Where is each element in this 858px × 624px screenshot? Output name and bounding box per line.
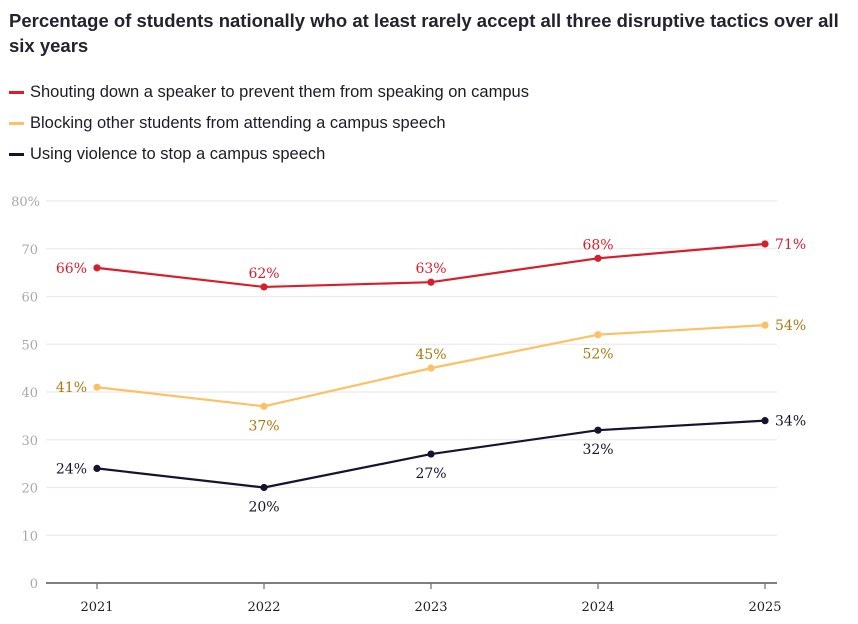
data-point bbox=[761, 321, 769, 329]
data-point bbox=[93, 264, 101, 272]
data-label: 27% bbox=[415, 466, 446, 482]
data-point bbox=[260, 402, 268, 410]
data-label: 68% bbox=[582, 237, 613, 253]
legend-label-violence: Using violence to stop a campus speech bbox=[30, 145, 326, 163]
legend-item-blocking: Blocking other students from attending a… bbox=[9, 108, 529, 139]
x-tick-label: 2025 bbox=[748, 600, 781, 615]
chart-title: Percentage of students nationally who at… bbox=[9, 10, 839, 56]
data-label: 63% bbox=[415, 261, 446, 277]
y-tick-label: 70 bbox=[21, 243, 38, 258]
data-label: 54% bbox=[775, 318, 806, 334]
data-label: 20% bbox=[248, 500, 279, 516]
data-label: 37% bbox=[248, 418, 279, 434]
legend-swatch-blocking bbox=[9, 122, 24, 125]
y-tick-label: 50 bbox=[21, 338, 38, 353]
legend-swatch-shouting bbox=[9, 91, 24, 94]
data-label: 52% bbox=[582, 347, 613, 363]
y-tick-label: 10 bbox=[21, 529, 38, 544]
data-point bbox=[761, 417, 769, 425]
x-tick-label: 2024 bbox=[581, 600, 614, 615]
y-tick-label: 0 bbox=[30, 577, 38, 592]
data-label: 41% bbox=[56, 380, 87, 396]
data-point bbox=[427, 364, 435, 372]
data-label: 66% bbox=[56, 261, 87, 277]
legend: Shouting down a speaker to prevent them … bbox=[9, 77, 529, 170]
y-tick-label: 40 bbox=[21, 386, 38, 401]
data-point bbox=[594, 426, 602, 434]
data-point bbox=[761, 240, 769, 248]
legend-item-violence: Using violence to stop a campus speech bbox=[9, 139, 529, 170]
data-point bbox=[427, 278, 435, 286]
legend-label-shouting: Shouting down a speaker to prevent them … bbox=[30, 83, 529, 101]
data-point bbox=[93, 464, 101, 472]
data-label: 24% bbox=[56, 461, 87, 477]
y-tick-label: 80% bbox=[11, 195, 40, 210]
legend-label-blocking: Blocking other students from attending a… bbox=[30, 114, 446, 132]
data-label: 62% bbox=[248, 266, 279, 282]
data-label: 32% bbox=[582, 442, 613, 458]
data-label: 45% bbox=[415, 347, 446, 363]
data-point bbox=[594, 254, 602, 262]
data-point bbox=[260, 483, 268, 492]
x-tick-label: 2022 bbox=[247, 600, 280, 615]
data-point bbox=[260, 283, 268, 291]
data-point bbox=[427, 450, 435, 458]
y-tick-label: 60 bbox=[21, 291, 38, 306]
legend-item-shouting: Shouting down a speaker to prevent them … bbox=[9, 77, 529, 108]
data-point bbox=[93, 383, 101, 391]
x-tick-label: 2021 bbox=[80, 600, 113, 615]
data-label: 34% bbox=[775, 414, 806, 430]
legend-swatch-violence bbox=[9, 153, 24, 156]
y-tick-label: 30 bbox=[21, 434, 38, 449]
y-tick-label: 20 bbox=[21, 482, 38, 497]
data-point bbox=[594, 331, 602, 339]
data-label: 71% bbox=[775, 237, 806, 253]
x-tick-label: 2023 bbox=[414, 600, 447, 615]
